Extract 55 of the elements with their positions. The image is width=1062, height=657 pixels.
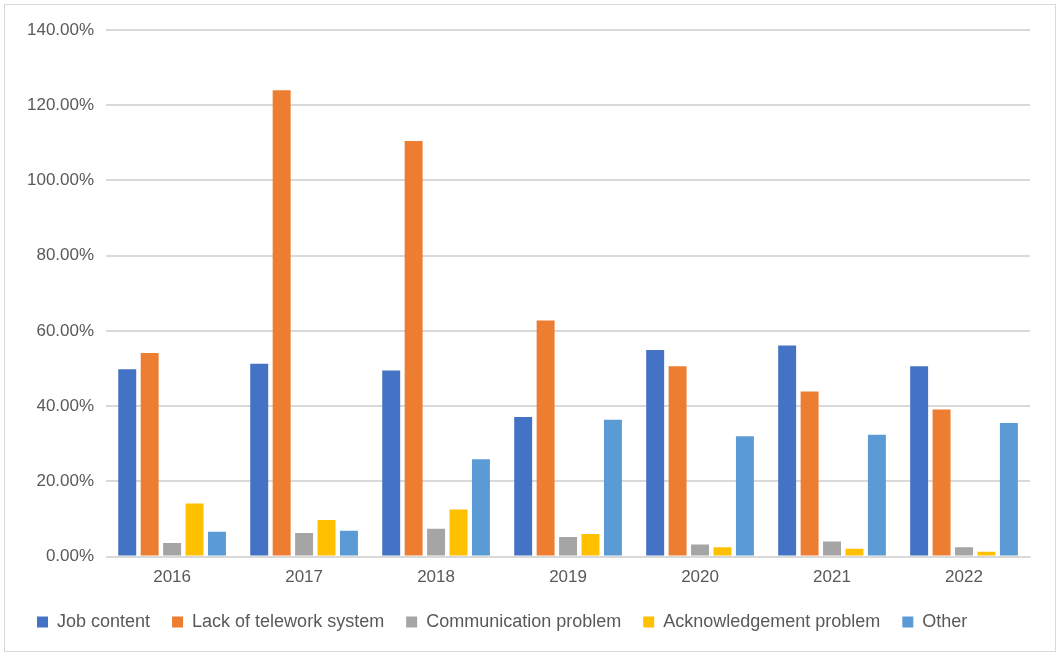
bar	[317, 520, 336, 556]
bar	[845, 548, 864, 556]
bar	[603, 419, 622, 556]
x-tick-label: 2022	[945, 567, 983, 587]
bar	[427, 528, 446, 556]
y-tick-label: 120.00%	[26, 94, 95, 114]
legend-label: Acknowledgement problem	[663, 610, 881, 631]
bar	[778, 345, 797, 556]
bar	[735, 436, 754, 556]
bar	[140, 353, 159, 556]
bar	[713, 547, 732, 556]
bar	[559, 537, 578, 556]
x-tick-label: 2017	[285, 567, 323, 587]
bar	[867, 434, 886, 556]
bar	[955, 547, 973, 556]
bar	[339, 530, 358, 556]
x-tick-label: 2020	[681, 567, 719, 587]
bar	[514, 417, 533, 556]
bar	[800, 391, 819, 556]
y-tick-label: 100.00%	[26, 170, 95, 190]
bar	[691, 544, 710, 556]
legend-label: Other	[922, 610, 968, 631]
y-tick-label: 140.00%	[26, 19, 95, 39]
legend-label: Lack of telework system	[192, 610, 385, 631]
bar	[581, 534, 600, 556]
bar	[185, 503, 204, 556]
x-tick-label: 2021	[813, 567, 851, 587]
bar	[977, 551, 996, 556]
bar	[208, 531, 226, 556]
bar	[536, 320, 555, 556]
bar	[471, 459, 490, 556]
bar	[910, 366, 929, 556]
bar	[295, 532, 314, 556]
legend-label: Communication problem	[426, 610, 622, 631]
legend-label: Job content	[57, 610, 151, 631]
bar	[272, 90, 291, 556]
bar	[118, 369, 137, 556]
bar	[999, 423, 1018, 556]
x-tick-label: 2019	[549, 567, 587, 587]
y-tick-label: 0.00%	[45, 546, 95, 566]
bar	[932, 409, 951, 556]
bar	[823, 541, 841, 556]
x-tick-label: 2018	[417, 567, 455, 587]
bar	[404, 140, 423, 556]
bar	[668, 366, 687, 556]
bar	[163, 543, 182, 556]
bar	[646, 350, 665, 556]
y-tick-label: 40.00%	[36, 395, 95, 415]
bar	[382, 370, 401, 556]
x-tick-label: 2016	[153, 567, 192, 587]
bar	[449, 509, 468, 556]
y-tick-label: 20.00%	[36, 471, 95, 491]
y-tick-label: 80.00%	[36, 245, 95, 265]
y-tick-label: 60.00%	[36, 320, 95, 340]
bar	[250, 363, 269, 556]
